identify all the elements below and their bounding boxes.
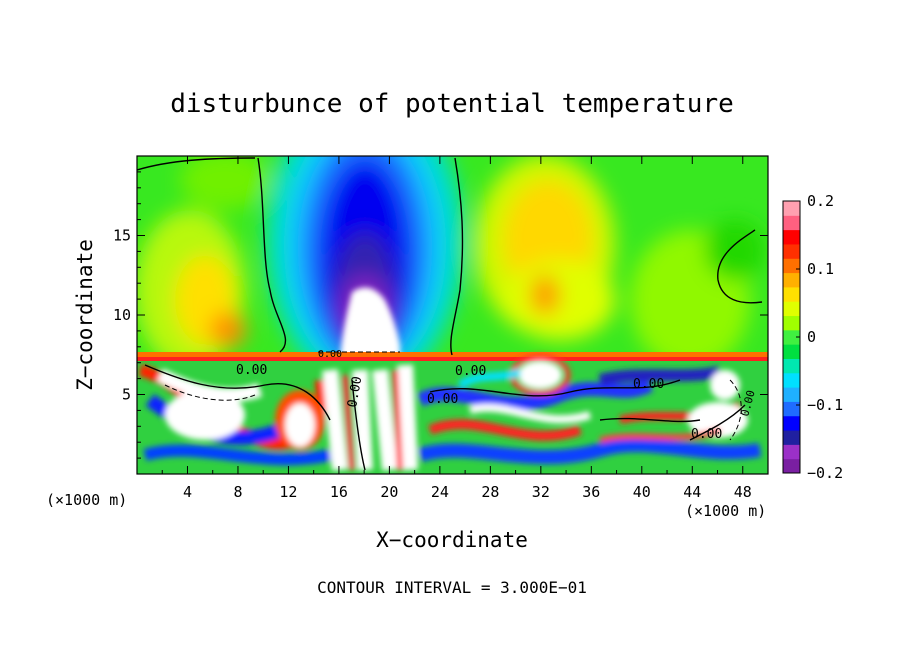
colorbar-swatch — [783, 301, 800, 317]
colorbar-swatch — [783, 415, 800, 431]
x-tick-label: 28 — [481, 483, 499, 501]
contour-label: 0.00 — [345, 375, 365, 408]
colorbar-tick-label: 0 — [807, 328, 816, 346]
x-tick-label: 24 — [431, 483, 449, 501]
contour-label: 0.00 — [691, 427, 722, 442]
colorbar-tick-label: −0.2 — [807, 464, 843, 482]
x-axis-title: X−coordinate — [376, 528, 528, 552]
colorbar-swatch — [783, 201, 800, 216]
x-tick-label: 44 — [683, 483, 701, 501]
colorbar-swatch — [783, 243, 800, 259]
y-axis-title: Z−coordinate — [73, 239, 97, 391]
colorbar-swatch — [783, 329, 800, 345]
y-tick-label: 5 — [122, 386, 131, 404]
x-tick-label: 8 — [233, 483, 242, 501]
plot-area — [137, 156, 768, 474]
x-tick-label: 36 — [582, 483, 600, 501]
colorbar-swatch — [783, 344, 800, 359]
x-axis: 4 8 12 16 20 24 28 32 36 40 44 48 — [161, 156, 752, 501]
colorbar-swatch — [783, 215, 800, 231]
x-tick-label: 20 — [380, 483, 398, 501]
colorbar-swatch — [783, 430, 800, 445]
colorbar-swatch — [783, 372, 800, 388]
contour-label: 0.00 — [318, 349, 342, 360]
colorbar-tick-label: 0.1 — [807, 260, 834, 278]
colorbar-swatch — [783, 458, 800, 474]
x-tick-label: 48 — [734, 483, 752, 501]
x-tick-label: 16 — [330, 483, 348, 501]
contour-label: 0.00 — [427, 392, 458, 407]
colorbar-tick-label: −0.1 — [807, 396, 843, 414]
colorbar-ticks: 0.2 0.1 0 −0.1 −0.2 — [796, 192, 843, 482]
colorbar-swatch — [783, 272, 800, 288]
colorbar-swatch — [783, 401, 800, 417]
colorbar-swatch — [783, 229, 800, 245]
colorbar-swatch — [783, 286, 800, 302]
x-unit-label-right: (×1000 m) — [685, 502, 766, 520]
contour-labels: 0.00 0.00 0.00 0.00 0.00 0.00 0.00 0.00 — [236, 349, 758, 442]
chart-title: disturbunce of potential temperature — [170, 89, 734, 119]
x-tick-label: 32 — [532, 483, 550, 501]
colorbar-swatch — [783, 258, 800, 274]
x-unit-label-left: (×1000 m) — [46, 491, 127, 509]
x-tick-label: 4 — [183, 483, 192, 501]
colorbar-swatch — [783, 387, 800, 402]
colorbar-swatch — [783, 444, 800, 460]
y-axis: 5 10 15 — [113, 171, 768, 459]
x-tick-label: 40 — [633, 483, 651, 501]
y-tick-label: 10 — [113, 306, 131, 324]
contour-interval-note: CONTOUR INTERVAL = 3.000E−01 — [317, 578, 587, 597]
y-tick-label: 15 — [113, 227, 131, 245]
x-tick-label: 12 — [279, 483, 297, 501]
colorbar-swatch — [783, 315, 800, 331]
colorbar-tick-label: 0.2 — [807, 192, 834, 210]
colorbar — [783, 201, 800, 474]
colorbar-swatch — [783, 358, 800, 374]
contour-label: 0.00 — [236, 363, 267, 378]
contour-label: 0.00 — [455, 364, 486, 379]
contour-label: 0.00 — [633, 377, 664, 392]
